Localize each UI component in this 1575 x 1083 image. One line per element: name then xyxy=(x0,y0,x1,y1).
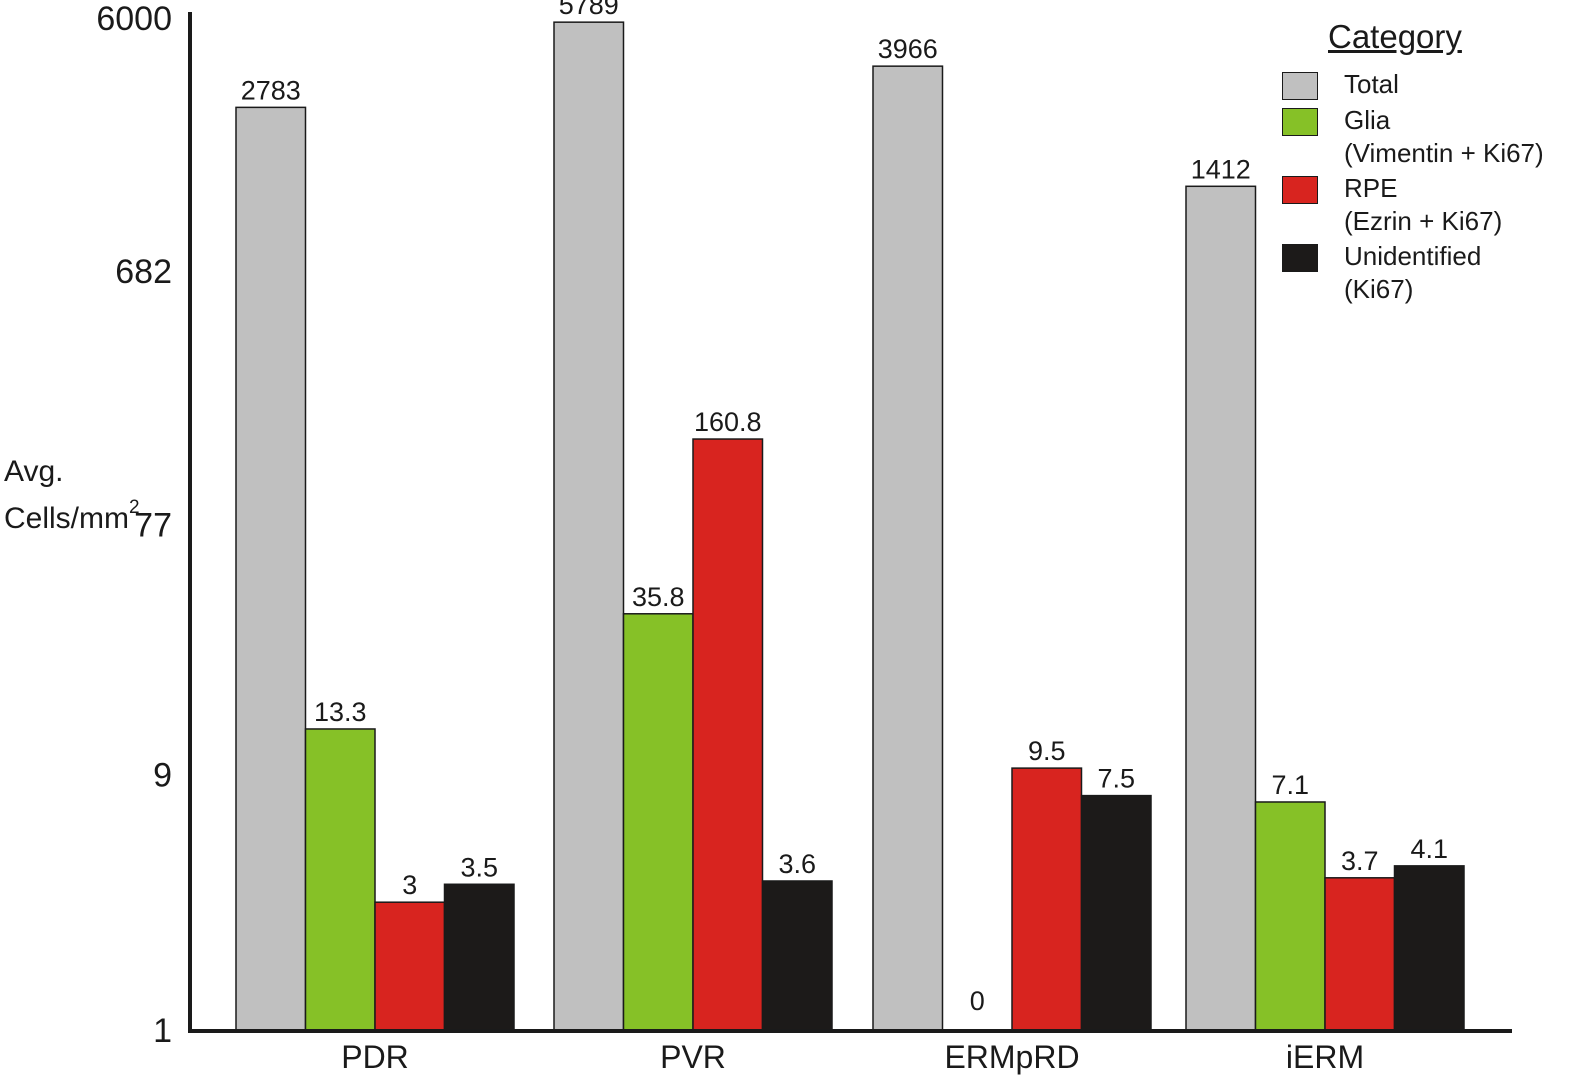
value-label-ierm-unidentified: 4.1 xyxy=(1410,834,1448,864)
bar-pvr-unidentified xyxy=(761,880,833,1031)
bar-ermprd-rpe xyxy=(1011,767,1083,1031)
value-label-ermprd-rpe: 9.5 xyxy=(1028,736,1066,766)
bar-pdr-total xyxy=(235,106,307,1031)
category-label-ermprd: ERMpRD xyxy=(944,1039,1079,1075)
bar-pdr-rpe xyxy=(374,901,446,1031)
legend-swatch xyxy=(1282,176,1318,204)
value-label-pdr-unidentified: 3.5 xyxy=(460,852,498,882)
bar-pvr-total xyxy=(553,21,625,1031)
legend-swatch xyxy=(1282,108,1318,136)
value-label-pvr-rpe: 160.8 xyxy=(694,407,762,437)
value-label-pvr-glia: 35.8 xyxy=(632,582,685,612)
value-label-ierm-total: 1412 xyxy=(1191,154,1251,184)
legend-label: Total xyxy=(1344,69,1399,99)
category-label-pvr: PVR xyxy=(660,1039,726,1075)
value-label-pvr-total: 5789 xyxy=(559,0,619,20)
y-tick-label: 682 xyxy=(115,253,172,291)
bar-pdr-unidentified xyxy=(443,883,515,1031)
bar-ierm-glia xyxy=(1254,801,1326,1031)
value-label-ermprd-total: 3966 xyxy=(878,34,938,64)
y-tick-label: 77 xyxy=(134,507,172,545)
legend-label: Unidentified (Ki67) xyxy=(1344,241,1482,304)
legend: Category Total Glia (Vimentin + Ki67) RPE (E… xyxy=(1282,18,1572,304)
bar-ermprd-unidentified xyxy=(1080,794,1152,1031)
y-axis-label-superscript: 2 xyxy=(129,497,140,518)
y-tick-label: 6000 xyxy=(96,0,172,38)
value-label-ermprd-unidentified: 7.5 xyxy=(1097,764,1135,794)
y-tick-label: 1 xyxy=(153,1012,172,1050)
value-label-ierm-rpe: 3.7 xyxy=(1341,846,1379,876)
value-label-pdr-total: 2783 xyxy=(241,75,301,105)
category-label-pdr: PDR xyxy=(341,1039,409,1075)
legend-label: RPE (Ezrin + Ki67) xyxy=(1344,173,1503,236)
value-labels-group: 2783 13.3 3 3.5 5789 35.8 160.8 3.6 3966 0 9.5 7.5 1… xyxy=(241,0,1448,1016)
y-tick-labels-group: 1 9 77 682 6000 xyxy=(96,0,172,1050)
category-labels-group: PDR PVR ERMpRD iERM xyxy=(341,1039,1364,1075)
bar-ierm-total xyxy=(1185,185,1257,1031)
bars-group xyxy=(235,21,1465,1031)
value-label-pdr-rpe: 3 xyxy=(402,870,417,900)
legend-title: Category xyxy=(1328,18,1462,55)
bar-ermprd-total xyxy=(872,65,944,1031)
legend-swatch xyxy=(1282,72,1318,100)
value-label-pdr-glia: 13.3 xyxy=(314,697,367,727)
y-axis-label-text: Avg. Cells/mm xyxy=(4,455,129,535)
bar-pvr-glia xyxy=(622,613,694,1031)
bar-ierm-rpe xyxy=(1324,877,1396,1031)
y-axis-label: Avg. Cells/mm2 xyxy=(4,452,140,539)
category-label-ierm: iERM xyxy=(1286,1039,1364,1075)
value-label-ierm-glia: 7.1 xyxy=(1271,770,1309,800)
bar-ierm-unidentified xyxy=(1393,865,1465,1031)
legend-label: Glia (Vimentin + Ki67) xyxy=(1344,105,1544,168)
bar-pvr-rpe xyxy=(692,438,764,1031)
y-tick-label: 9 xyxy=(153,756,172,794)
value-label-pvr-unidentified: 3.6 xyxy=(778,849,816,879)
bar-pdr-glia xyxy=(304,728,376,1031)
value-label-ermprd-glia: 0 xyxy=(970,986,985,1016)
legend-swatch xyxy=(1282,244,1318,272)
